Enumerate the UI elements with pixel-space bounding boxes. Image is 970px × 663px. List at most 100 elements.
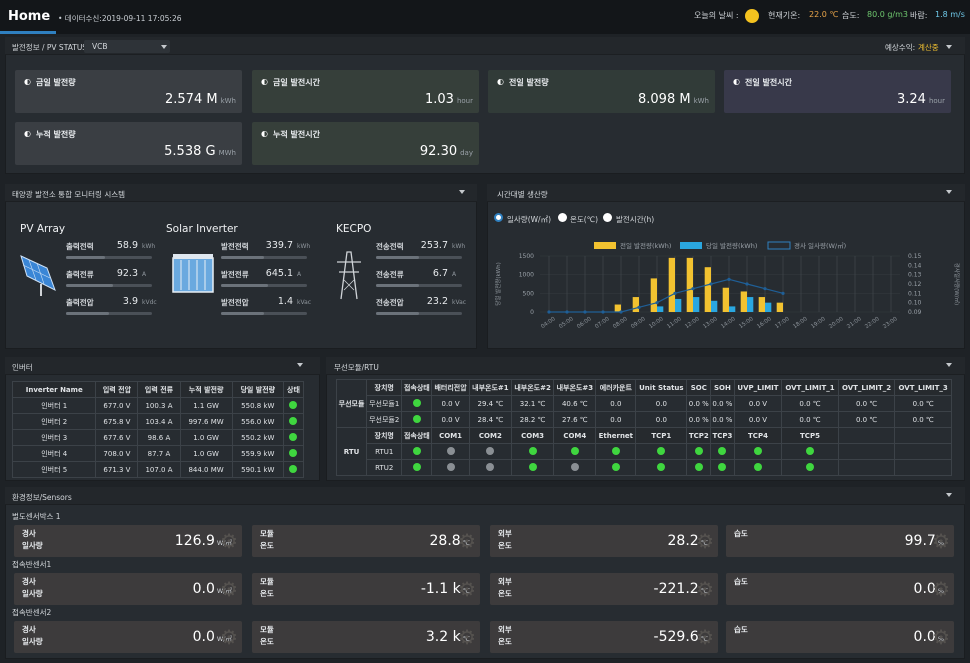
- radio-temperature[interactable]: [558, 213, 567, 222]
- table-cell: 0.0 ℃: [781, 395, 839, 412]
- y-tick-label: 1500: [519, 253, 534, 260]
- table-cell: 32.1 ℃: [510, 395, 555, 412]
- empty-cell: [837, 443, 896, 460]
- table-cell: RTU1: [366, 443, 403, 460]
- pv-status-title: 발전정보 / PV STATUS: [12, 43, 88, 52]
- sensor-unit: ℃: [700, 587, 708, 595]
- chevron-down-icon[interactable]: [946, 363, 952, 367]
- chevron-down-icon: [161, 45, 167, 49]
- table-row[interactable]: 무선모듈2 0.0 V 28.4 ℃ 28.2 ℃ 27.6 ℃ 0.0 0.0 0.0 % 0…: [337, 411, 952, 428]
- table-cell: 0.0 ℃: [837, 411, 896, 428]
- table-row[interactable]: 인버터 4 708.0 V 87.7 A 1.0 GW 559.9 kW: [11, 445, 305, 462]
- column-header: TCP2: [686, 427, 712, 444]
- irradiance-point: [763, 287, 767, 291]
- metric-label: 발전전압: [221, 298, 249, 307]
- pv-card-number: 92.30: [419, 144, 458, 159]
- column-header: OVT_LIMIT_3: [894, 379, 952, 396]
- metric-unit: kVdc: [142, 299, 157, 306]
- column-header: COM1: [431, 427, 470, 444]
- metric-label: 출력전력: [66, 242, 94, 251]
- radio-gen-time[interactable]: [603, 213, 612, 222]
- half-circle-icon: ◐: [261, 77, 268, 86]
- x-tick-label: 21:00: [846, 316, 863, 330]
- empty-cell: [894, 459, 952, 476]
- table-row[interactable]: 인버터 5 671.3 V 107.0 A 844.0 MW 590.1 kW: [11, 461, 305, 478]
- status-dot: [657, 462, 666, 471]
- sensor-value: 0.0%: [914, 581, 944, 597]
- status-cell: [710, 443, 735, 460]
- x-tick-label: 08:00: [612, 316, 629, 330]
- expected-revenue-label: 예상수익:: [885, 43, 916, 52]
- bar-today: [747, 297, 754, 312]
- x-tick-label: 22:00: [864, 316, 881, 330]
- status-cell: [282, 413, 305, 430]
- home-title[interactable]: Home: [8, 9, 51, 24]
- table-cell: 556.0 kW: [231, 413, 284, 430]
- table-row[interactable]: 인버터 3 677.6 V 98.6 A 1.0 GW 550.2 kW: [11, 429, 305, 446]
- status-cell: [431, 459, 470, 476]
- data-received-time: • 데이터수신:2019-09-11 17:05:26: [58, 14, 182, 23]
- table-row[interactable]: RTU2: [337, 459, 952, 476]
- metric-bar-fill: [376, 284, 419, 287]
- sensor-unit: ℃: [462, 539, 470, 547]
- table-cell: 인버터 2: [11, 413, 97, 430]
- pv-card-number: 1.03: [425, 92, 454, 107]
- sensor-value: 99.7%: [905, 533, 944, 549]
- table-cell: 인버터 1: [11, 397, 97, 414]
- x-tick-label: 14:00: [720, 316, 737, 330]
- chevron-down-icon[interactable]: [459, 190, 465, 194]
- table-cell: 844.0 MW: [179, 461, 233, 478]
- hourly-panel: [487, 184, 965, 349]
- status-cell: [733, 443, 783, 460]
- irradiance-point: [547, 310, 551, 314]
- status-cell: [595, 459, 637, 476]
- chevron-down-icon[interactable]: [946, 45, 952, 49]
- temp-label: 현재기온:: [768, 11, 801, 20]
- rtu-table: 무선모듈 장치명 접속상태 배터리전압 내부온도#1 내부온도#2 내부온도#3 에러카운트 U…: [335, 379, 952, 476]
- status-cell: [686, 459, 712, 476]
- x-tick-label: 10:00: [648, 316, 665, 330]
- sensor-unit: ℃: [462, 635, 470, 643]
- status-cell: [781, 443, 839, 460]
- radio-irradiance[interactable]: [494, 213, 503, 222]
- x-tick-label: 13:00: [702, 316, 719, 330]
- metric-bar: [221, 312, 307, 315]
- status-cell: [401, 411, 433, 428]
- table-row[interactable]: 인버터 2 675.8 V 103.4 A 997.6 MW 556.0 kW: [11, 413, 305, 430]
- table-row[interactable]: 인버터 1 677.0 V 100.3 A 1.1 GW 550.8 kW: [11, 397, 305, 414]
- table-row[interactable]: RTU1: [337, 443, 952, 460]
- column-header: 누적 발전량: [179, 381, 233, 398]
- table-cell: 997.6 MW: [179, 413, 233, 430]
- sensor-label: 외부: [498, 625, 512, 634]
- legend-label: 경사 일사량(W/㎡): [794, 241, 846, 250]
- table-row[interactable]: 무선모듈1 0.0 V 29.4 ℃ 32.1 ℃ 40.6 ℃ 0.0 0.0 0.0 % 0…: [337, 395, 952, 412]
- bar-yesterday: [704, 267, 711, 312]
- bar-today: [675, 298, 682, 312]
- sensor-sublabel: 온도: [498, 541, 512, 550]
- column-header: 장치명: [366, 427, 403, 444]
- metric-bar: [66, 284, 152, 287]
- radio-gen-time-label: 발전시간(h): [616, 215, 655, 224]
- irradiance-point: [781, 291, 785, 295]
- column-header: 내부온도#1: [468, 379, 512, 396]
- metric-label: 발전전력: [221, 242, 249, 251]
- status-cell: [468, 459, 512, 476]
- sensor-watermark-icon: ⚙: [220, 529, 238, 553]
- table-cell: 무선모듈1: [366, 395, 403, 412]
- vcb-select[interactable]: VCB: [84, 40, 170, 53]
- irradiance-point: [691, 287, 695, 291]
- metric-bar-fill: [66, 256, 105, 259]
- column-header: TCP1: [635, 427, 688, 444]
- chevron-down-icon[interactable]: [946, 190, 952, 194]
- chevron-down-icon[interactable]: [297, 363, 303, 367]
- sensor-unit: ℃: [700, 539, 708, 547]
- y2-tick-label: 0.12: [908, 281, 922, 288]
- table-cell: 무선모듈2: [366, 411, 403, 428]
- chevron-down-icon[interactable]: [946, 493, 952, 497]
- solar-inverter-title: Solar Inverter: [166, 223, 238, 235]
- pv-card-value: 1.03 hour: [425, 92, 473, 107]
- module-header-row: 무선모듈 장치명 접속상태 배터리전압 내부온도#1 내부온도#2 내부온도#3 에러카운트 U…: [335, 379, 952, 428]
- tab-home[interactable]: [0, 0, 56, 34]
- table-cell: 0.0 %: [710, 411, 735, 428]
